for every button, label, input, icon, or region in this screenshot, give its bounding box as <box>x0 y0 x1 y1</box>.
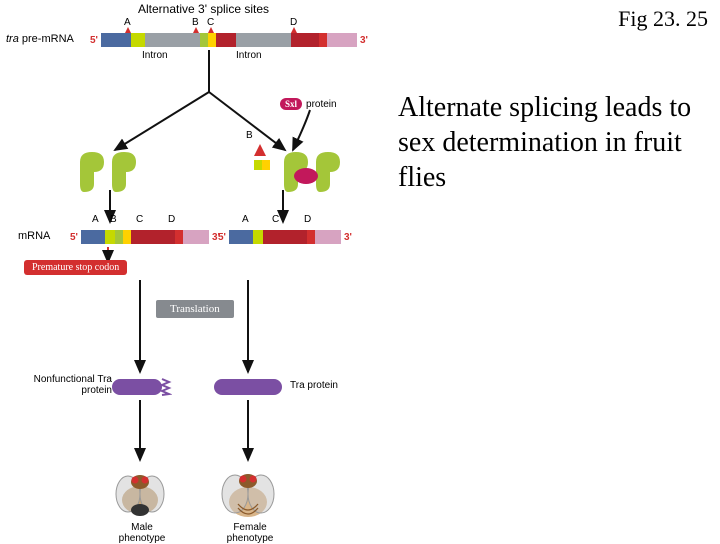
mrna-left-site-D: D <box>168 214 175 225</box>
mrna-right-site-D: D <box>304 214 311 225</box>
end-3prime: 3' <box>344 232 352 243</box>
mrna-left-site-A: A <box>92 214 99 225</box>
mrna-right-bar: 5' 3' <box>218 230 352 244</box>
figure-number: Fig 23. 25 <box>618 6 708 32</box>
segment-darkred <box>151 230 175 244</box>
nonfunctional-tra-label: Nonfunctional Tra protein <box>32 374 112 396</box>
male-phenotype-label: Male phenotype <box>114 522 170 544</box>
mrna-right-site-A: A <box>242 214 249 225</box>
mrna-right-site-C: C <box>272 214 279 225</box>
segment-pink <box>183 230 209 244</box>
segment-darkred <box>131 230 151 244</box>
main-caption: Alternate splicing leads to sex determin… <box>398 90 708 195</box>
tra-protein <box>214 376 286 398</box>
end-5prime: 5' <box>218 232 226 243</box>
mrna-left-site-B: B <box>110 214 117 225</box>
segment-red <box>307 230 315 244</box>
segment-yellow <box>123 230 131 244</box>
sxl-protein-label: Sxl protein <box>280 94 337 112</box>
segment-darkred <box>263 230 283 244</box>
segment-red <box>175 230 183 244</box>
segment-blue <box>229 230 253 244</box>
mrna-label: mRNA <box>18 230 50 242</box>
mrna-left-site-C: C <box>136 214 143 225</box>
translation-label: Translation <box>156 300 234 318</box>
premature-stop-codon-badge: Premature stop codon <box>24 260 127 275</box>
segment-chartreuse <box>253 230 263 244</box>
segment-darkred <box>283 230 307 244</box>
male-fly-icon <box>108 464 172 520</box>
nonfunctional-tra-protein <box>112 376 172 398</box>
spliceosome-left <box>74 148 154 194</box>
tra-protein-label: Tra protein <box>290 380 338 391</box>
end-5prime: 5' <box>70 232 78 243</box>
segment-chartreuse <box>105 230 115 244</box>
female-fly-icon <box>216 464 280 520</box>
segment-green <box>115 230 123 244</box>
female-phenotype-label: Female phenotype <box>220 522 280 544</box>
segment-pink <box>315 230 341 244</box>
spliceosome-right <box>248 132 368 194</box>
segment-blue <box>81 230 105 244</box>
mrna-left-bar: 5'3' <box>70 230 220 244</box>
ejected-exon-b-label: B <box>246 130 253 141</box>
